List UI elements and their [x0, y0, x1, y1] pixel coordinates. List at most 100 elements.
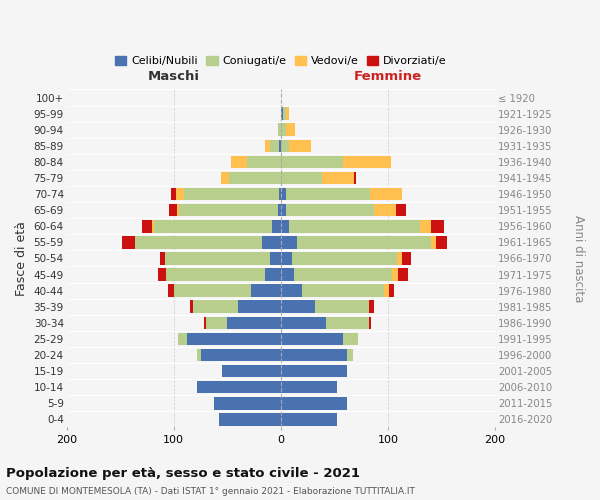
Bar: [166, 268, 265, 281]
Bar: [222, 365, 281, 378]
Bar: [158, 268, 166, 281]
Bar: [169, 284, 174, 297]
Bar: [279, 140, 281, 152]
Text: Femmine: Femmine: [354, 70, 422, 83]
Bar: [297, 236, 431, 248]
Bar: [204, 316, 206, 329]
Bar: [294, 268, 392, 281]
Bar: [219, 413, 281, 426]
Bar: [281, 220, 289, 232]
Bar: [214, 397, 281, 409]
Bar: [281, 413, 337, 426]
Bar: [436, 236, 447, 248]
Bar: [370, 188, 402, 200]
Bar: [281, 268, 294, 281]
Bar: [278, 204, 281, 216]
Bar: [122, 236, 135, 248]
Bar: [369, 300, 374, 313]
Bar: [402, 252, 410, 264]
Bar: [170, 188, 176, 200]
Bar: [230, 156, 247, 168]
Bar: [142, 220, 152, 232]
Bar: [229, 172, 281, 184]
Bar: [281, 172, 322, 184]
Bar: [278, 124, 281, 136]
Bar: [315, 300, 369, 313]
Bar: [281, 381, 337, 394]
Y-axis label: Fasce di età: Fasce di età: [15, 221, 28, 296]
Bar: [184, 188, 279, 200]
Bar: [281, 140, 289, 152]
Bar: [197, 348, 200, 361]
Bar: [176, 188, 184, 200]
Bar: [200, 348, 281, 361]
Bar: [177, 204, 179, 216]
Bar: [326, 316, 369, 329]
Bar: [420, 220, 431, 232]
Bar: [286, 188, 370, 200]
Bar: [322, 172, 354, 184]
Bar: [238, 300, 281, 313]
Bar: [270, 252, 281, 264]
Bar: [281, 316, 326, 329]
Text: Popolazione per età, sesso e stato civile - 2021: Popolazione per età, sesso e stato civil…: [6, 468, 360, 480]
Bar: [281, 284, 302, 297]
Bar: [281, 348, 347, 361]
Bar: [369, 316, 371, 329]
Bar: [247, 156, 281, 168]
Bar: [343, 332, 358, 345]
Bar: [398, 268, 409, 281]
Bar: [265, 268, 281, 281]
Bar: [206, 316, 227, 329]
Bar: [174, 284, 251, 297]
Bar: [187, 332, 281, 345]
Bar: [343, 156, 391, 168]
Bar: [178, 332, 187, 345]
Bar: [169, 204, 177, 216]
Legend: Celibi/Nubili, Coniugati/e, Vedovi/e, Divorziati/e: Celibi/Nubili, Coniugati/e, Vedovi/e, Di…: [111, 51, 451, 70]
Bar: [251, 284, 281, 297]
Bar: [165, 252, 270, 264]
Bar: [281, 397, 347, 409]
Bar: [354, 172, 356, 184]
Bar: [292, 252, 397, 264]
Bar: [281, 108, 283, 120]
Bar: [281, 236, 297, 248]
Bar: [281, 188, 286, 200]
Bar: [227, 316, 281, 329]
Bar: [190, 300, 193, 313]
Bar: [270, 140, 279, 152]
Bar: [135, 236, 262, 248]
Y-axis label: Anni di nascita: Anni di nascita: [572, 214, 585, 302]
Bar: [395, 204, 406, 216]
Bar: [397, 252, 402, 264]
Bar: [160, 252, 165, 264]
Text: Maschi: Maschi: [148, 70, 200, 83]
Bar: [281, 252, 292, 264]
Text: COMUNE DI MONTEMESOLA (TA) - Dati ISTAT 1° gennaio 2021 - Elaborazione TUTTITALI: COMUNE DI MONTEMESOLA (TA) - Dati ISTAT …: [6, 487, 415, 496]
Bar: [281, 204, 286, 216]
Bar: [179, 204, 278, 216]
Bar: [389, 284, 394, 297]
Bar: [286, 108, 289, 120]
Bar: [286, 204, 374, 216]
Bar: [384, 284, 389, 297]
Bar: [281, 300, 315, 313]
Bar: [272, 220, 281, 232]
Bar: [154, 220, 272, 232]
Bar: [431, 236, 436, 248]
Bar: [281, 365, 347, 378]
Bar: [289, 140, 311, 152]
Bar: [262, 236, 281, 248]
Bar: [431, 220, 444, 232]
Bar: [152, 220, 154, 232]
Bar: [283, 108, 286, 120]
Bar: [279, 188, 281, 200]
Bar: [281, 332, 343, 345]
Bar: [193, 300, 238, 313]
Bar: [286, 124, 295, 136]
Bar: [289, 220, 420, 232]
Bar: [265, 140, 270, 152]
Bar: [347, 348, 353, 361]
Bar: [197, 381, 281, 394]
